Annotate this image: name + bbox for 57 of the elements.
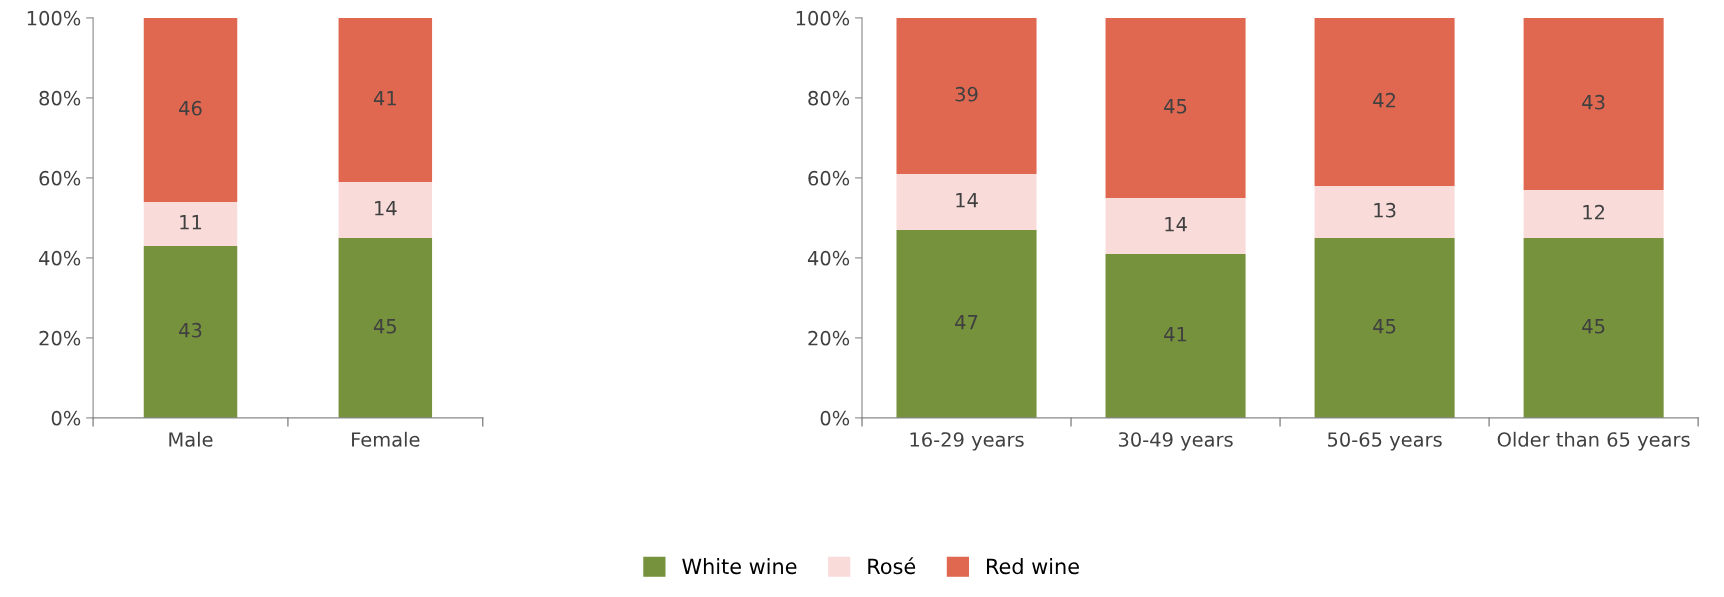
data-label: 13 [1374, 202, 1396, 218]
data-label: 43 [179, 322, 202, 338]
bar [1314, 185, 1455, 238]
y-tick-label: 20% [39, 330, 81, 346]
data-label: 11 [180, 215, 202, 230]
y-tick-label: 40% [39, 250, 81, 266]
bar [1105, 253, 1246, 418]
bar [338, 237, 433, 418]
data-label: 14 [1165, 217, 1187, 232]
y-tick-label: 20% [808, 330, 850, 346]
y-tick-label: 100% [27, 10, 81, 26]
y-tick-label: 40% [807, 250, 850, 266]
data-label: 42 [1373, 92, 1396, 108]
x-tick-label: Male [169, 431, 213, 447]
bar [1314, 17, 1455, 186]
legend-label: Red wine [987, 558, 1079, 575]
legend-label: Rosé [868, 557, 916, 575]
bar [896, 17, 1037, 174]
bar [338, 17, 433, 182]
y-tick-label: 80% [39, 90, 81, 106]
x-tick-label: 30-49 years [1118, 432, 1233, 451]
data-label: 14 [375, 201, 397, 216]
data-label: 43 [1582, 94, 1605, 110]
y-tick-label: 60% [39, 170, 81, 186]
data-label: 39 [955, 86, 978, 102]
x-tick-label: 50-65 years [1327, 432, 1442, 451]
data-label: 47 [955, 315, 978, 330]
bar [143, 201, 238, 246]
y-tick-label: 100% [796, 10, 850, 26]
data-label: 45 [1373, 319, 1396, 334]
bar [896, 229, 1037, 418]
bar [1523, 189, 1664, 238]
bar [1105, 17, 1246, 198]
data-label: 45 [1164, 99, 1187, 114]
data-label: 14 [956, 193, 978, 208]
bar [143, 17, 238, 202]
y-tick-label: 80% [808, 90, 850, 106]
x-tick-label: Female [352, 431, 420, 447]
data-label: 46 [179, 100, 202, 116]
data-label: 41 [373, 91, 396, 106]
y-tick-label: 0% [51, 410, 81, 426]
data-label: 45 [1582, 319, 1605, 334]
bar [1523, 237, 1664, 418]
bar [1314, 237, 1455, 418]
bar [1105, 197, 1246, 254]
bar [338, 181, 433, 238]
y-tick-label: 60% [808, 170, 850, 186]
bar [143, 245, 238, 418]
bar [1523, 17, 1664, 190]
data-label: 12 [1583, 204, 1605, 220]
legend-label: White wine [682, 558, 797, 575]
x-tick-label: Older than 65 years [1497, 431, 1690, 451]
x-tick-label: 16-29 years [910, 432, 1024, 451]
bar [896, 173, 1037, 230]
data-label: 45 [373, 319, 396, 334]
y-tick-label: 0% [820, 410, 850, 426]
data-label: 41 [1164, 327, 1187, 342]
